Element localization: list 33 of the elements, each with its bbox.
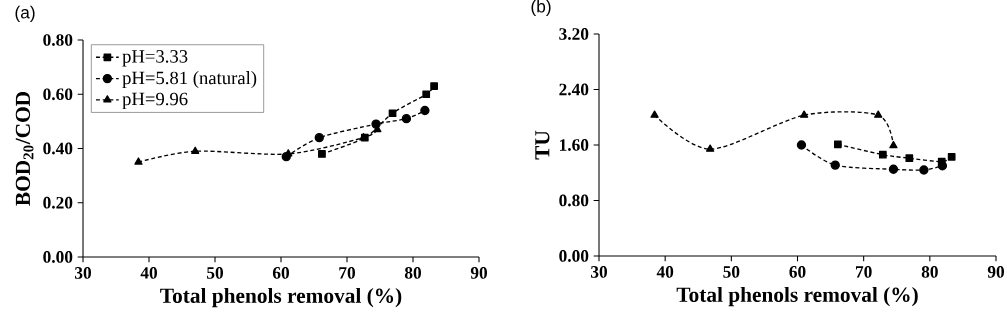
legend-label: pH=5.81 (natural): [122, 71, 257, 89]
x-tick-label: 80: [921, 266, 938, 278]
x-tick-label: 50: [207, 267, 224, 279]
x-tick-label: 70: [339, 267, 356, 279]
x-tick-label: 90: [987, 266, 1005, 278]
y-tick-label: 2.40: [559, 83, 589, 96]
legend-label: pH=3.33: [122, 50, 188, 67]
x-tick-label: 70: [855, 266, 872, 278]
x-tick-label: 40: [656, 266, 674, 278]
y-tick-label: 0.20: [43, 196, 73, 209]
chart-title: (b): [531, 0, 551, 16]
y-axis-title: TU: [535, 130, 550, 160]
x-tick-label: 40: [140, 267, 158, 279]
x-tick-label: 30: [74, 267, 92, 279]
x-axis-title: Total phenols removal (%): [676, 286, 918, 307]
y-tick-label: 0.80: [43, 34, 73, 46]
x-tick-label: 90: [470, 267, 488, 279]
y-tick-label: 0.60: [43, 88, 73, 101]
y-tick-label: 3.20: [559, 28, 589, 40]
x-axis-title: Total phenols removal (%): [160, 287, 402, 308]
y-tick-label: 0.00: [43, 251, 73, 263]
y-tick-label: 0.00: [559, 250, 589, 262]
x-tick-label: 30: [590, 266, 608, 278]
y-tick-label: 1.60: [560, 139, 589, 151]
y-tick-label: 0.40: [43, 142, 73, 155]
chart-title: (a): [15, 5, 35, 22]
x-tick-label: 80: [404, 267, 422, 279]
x-tick-label: 50: [723, 266, 740, 278]
y-axis-title: BOD$_{20}$/COD: [15, 91, 34, 206]
x-tick-label: 60: [789, 266, 806, 278]
x-tick-label: 60: [272, 267, 290, 279]
legend-label: pH=9.96: [122, 92, 188, 110]
y-tick-label: 0.80: [559, 194, 589, 207]
